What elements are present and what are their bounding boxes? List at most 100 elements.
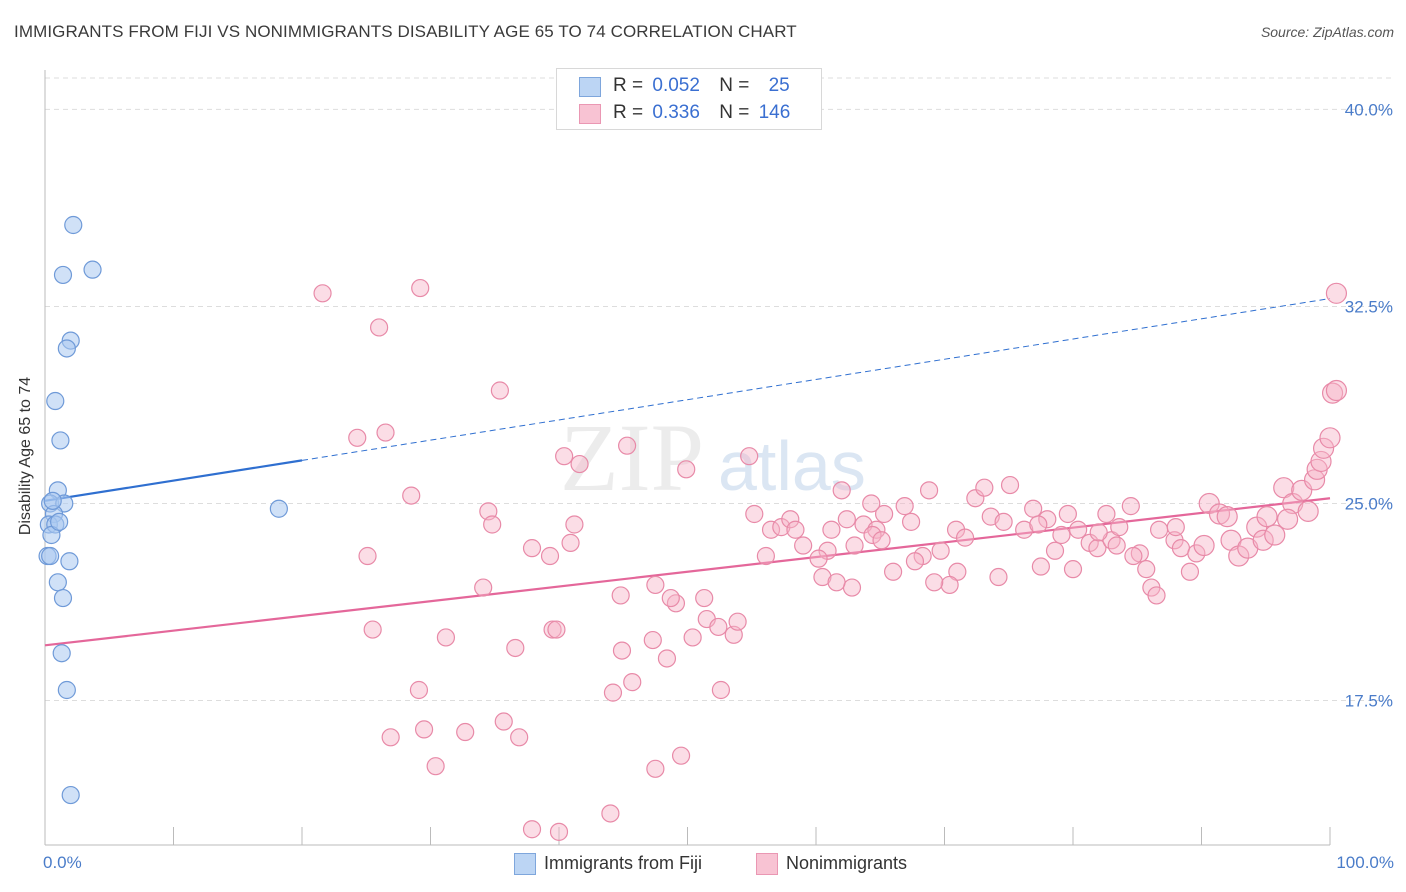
nonimmigrant-point	[1321, 382, 1344, 404]
nonimmigrant-point	[1310, 450, 1332, 473]
nonimmigrant-point	[781, 510, 800, 529]
nonimmigrant-point	[989, 567, 1008, 587]
nonimmigrant-point	[1252, 529, 1274, 551]
fiji-point	[53, 588, 73, 608]
nonimmigrant-point	[436, 628, 456, 647]
nonimmigrant-point	[483, 515, 502, 534]
nonimmigrant-point	[901, 512, 921, 531]
legend-r-value: 0.052	[652, 75, 700, 96]
nonimmigrant-point	[1089, 523, 1108, 542]
nonimmigrant-point	[1264, 524, 1286, 546]
nonimmigrant-point	[565, 515, 584, 534]
nonimmigrant-point	[809, 549, 828, 568]
nonimmigrant-point	[411, 278, 430, 298]
fiji-point	[48, 573, 67, 592]
nonimmigrant-point	[601, 804, 620, 823]
nonimmigrant-point	[370, 318, 389, 337]
legend-n-value: 146	[758, 102, 791, 123]
trendline-fiji	[44, 459, 303, 502]
nonimmigrant-point	[925, 573, 944, 592]
nonimmigrant-point	[1107, 536, 1126, 555]
nonimmigrant-point	[494, 712, 513, 731]
nonimmigrant-point	[1110, 518, 1129, 537]
nonimmigrant-points	[313, 278, 1348, 841]
axes	[44, 70, 1331, 846]
nonimmigrant-point	[381, 728, 400, 747]
nonimmigrant-point	[623, 673, 642, 692]
nonimmigrant-point	[1015, 520, 1034, 539]
nonimmigrant-point	[966, 489, 985, 508]
nonimmigrant-point	[1187, 544, 1206, 563]
nonimmigrant-point	[603, 683, 623, 702]
bottom-legend-nonimmigrants: Nonimmigrants	[756, 851, 946, 877]
nonimmigrant-point	[547, 620, 566, 639]
bottom-legend-label-fiji: Immigrants from Fiji	[544, 853, 703, 873]
legend-r-label: R =	[613, 75, 644, 96]
nonimmigrant-point	[1147, 586, 1166, 605]
nonimmigrant-point	[456, 722, 475, 742]
fiji-point	[53, 265, 73, 285]
nonimmigrant-point	[522, 820, 542, 839]
nonimmigrant-point	[1000, 475, 1020, 495]
nonimmigrant-point	[677, 460, 696, 479]
nonimmigrant-point	[376, 423, 395, 442]
trend-lines	[44, 298, 1331, 647]
nonimmigrant-point	[895, 497, 914, 516]
nonimmigrant-point	[1276, 508, 1299, 530]
bottom-legend-fiji: Immigrants from Fiji	[514, 851, 734, 877]
nonimmigrant-point	[1058, 504, 1077, 524]
nonimmigrant-point	[1319, 427, 1341, 449]
fiji-point	[43, 491, 62, 510]
nonimmigrant-point	[474, 578, 493, 597]
nonimmigrant-point	[683, 628, 702, 647]
nonimmigrant-point	[837, 510, 856, 529]
nonimmigrant-point	[695, 588, 714, 608]
chart-title: IMMIGRANTS FROM FIJI VS NONIMMIGRANTS DI…	[14, 22, 797, 41]
nonimmigrant-point	[540, 546, 560, 566]
nonimmigrant-point	[611, 586, 630, 605]
nonimmigrant-point	[490, 381, 509, 400]
nonimmigrant-point	[1121, 497, 1140, 516]
trendline-nonimmigrants	[44, 497, 1331, 647]
nonimmigrant-point	[1097, 504, 1116, 524]
fiji-point	[83, 260, 102, 279]
nonimmigrant-point	[756, 546, 775, 566]
nonimmigrant-point	[827, 573, 846, 592]
nonimmigrant-point	[549, 822, 569, 841]
nonimmigrant-point	[728, 612, 747, 631]
nonimmigrant-point	[940, 575, 959, 595]
nonimmigrant-point	[845, 536, 864, 555]
nonimmigrant-point	[646, 575, 665, 595]
legend-r-label: R =	[613, 102, 644, 123]
watermark: ZIP atlas	[560, 404, 866, 511]
nonimmigrant-point	[402, 486, 421, 505]
nonimmigrant-point	[1031, 557, 1050, 576]
nonimmigrant-point	[1193, 534, 1215, 557]
nonimmigrant-point	[1166, 518, 1185, 537]
nonimmigrant-point	[1038, 510, 1057, 529]
y-tick-labels: 17.5% 25.0% 32.5% 40.0%	[1345, 100, 1393, 710]
nonimmigrant-point	[1069, 520, 1088, 539]
legend-n-label: N =	[719, 102, 750, 123]
nonimmigrant-point	[1208, 503, 1231, 525]
nonimmigrant-point	[409, 680, 429, 700]
nonimmigrant-point	[794, 536, 813, 555]
legend-swatch-fiji	[579, 77, 601, 97]
nonimmigrant-point	[761, 520, 781, 539]
grid-lines	[45, 77, 1394, 702]
nonimmigrant-point	[363, 620, 382, 639]
nonimmigrant-point	[745, 504, 764, 524]
nonimmigrant-point	[1171, 539, 1191, 558]
nonimmigrant-point	[618, 436, 637, 455]
nonimmigrant-point	[414, 720, 434, 739]
nonimmigrant-point	[1045, 541, 1065, 560]
nonimmigrant-point	[975, 478, 994, 497]
nonimmigrant-point	[822, 520, 841, 539]
x-tick-max: 100.0%	[1336, 853, 1394, 872]
nonimmigrant-point	[1297, 500, 1319, 522]
bottom-legend-label-nonimmigrants: Nonimmigrants	[786, 853, 908, 873]
source-label: Source: ZipAtlas.com	[1260, 24, 1394, 40]
nonimmigrant-point	[919, 481, 939, 500]
fiji-point	[46, 391, 65, 411]
